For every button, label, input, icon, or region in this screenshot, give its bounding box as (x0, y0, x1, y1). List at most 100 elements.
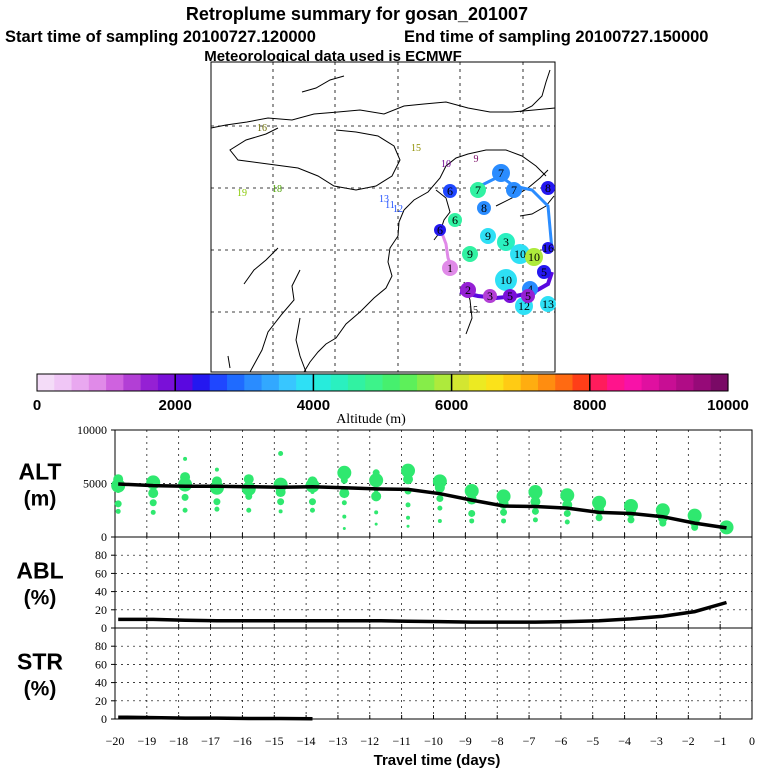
map-marker-label: 5 (541, 265, 547, 279)
altitude-point (115, 508, 121, 514)
colorbar-swatch (658, 374, 677, 391)
y-tick-label: 0 (101, 712, 107, 726)
altitude-point (469, 518, 475, 524)
map-marker-label: 9 (467, 247, 473, 261)
y-tick-label: 40 (95, 585, 107, 599)
colorbar-swatch (365, 374, 384, 391)
altitude-point (113, 474, 124, 485)
x-tick-label: −20 (106, 734, 125, 748)
map-plume-marker (510, 244, 530, 264)
map-run-label: 11 (385, 200, 395, 211)
map-plume-marker (521, 289, 535, 303)
altitude-point (182, 507, 188, 513)
x-tick-label: −10 (424, 734, 443, 748)
altitude-point (374, 510, 379, 515)
colorbar-swatch (88, 374, 107, 391)
map-plume-marker (470, 182, 486, 198)
altitude-point (496, 489, 511, 504)
colorbar-swatch (175, 374, 194, 391)
map-marker-label: 10 (500, 273, 512, 287)
x-tick-label: −6 (555, 734, 568, 748)
colorbar-swatch (607, 374, 625, 391)
x-tick-label: −19 (137, 734, 156, 748)
map-plume-marker (540, 296, 556, 312)
panel-alt: 0 5000 10000 ALT (m) (18, 423, 753, 544)
x-tick-label: −13 (329, 734, 348, 748)
str-series-line (118, 715, 313, 721)
altitude-point (627, 516, 635, 524)
map-marker-label: 10 (528, 250, 540, 264)
y-tick-label: 80 (95, 548, 107, 562)
map-run-label: 9 (474, 154, 479, 165)
altitude-point (310, 490, 315, 495)
altitude-point (592, 495, 607, 510)
colorbar-swatch (537, 374, 556, 391)
altitude-point (150, 509, 156, 515)
altitude-point (595, 514, 603, 522)
colorbar-swatch (434, 374, 453, 391)
altitude-point (277, 498, 285, 506)
altitude-point (339, 488, 350, 499)
map-marker-label: 7 (475, 183, 481, 197)
x-tick-label: 0 (749, 734, 755, 748)
colorbar-swatch (123, 374, 142, 391)
altitude-point (341, 500, 347, 506)
altitude-point (149, 499, 157, 507)
altitude-point (434, 482, 445, 493)
colorbar-swatch (278, 374, 297, 391)
altitude-point (214, 467, 219, 472)
panel-ylabel: ABL (16, 558, 63, 584)
x-tick-label: −2 (682, 734, 695, 748)
altitude-point (307, 476, 318, 487)
colorbar-swatch (37, 374, 55, 391)
x-tick-label: −17 (201, 734, 220, 748)
x-axis-title: Travel time (days) (374, 752, 501, 768)
panel-ylabel-unit: (%) (24, 587, 57, 610)
altitude-point (655, 503, 670, 518)
colorbar-swatch (589, 374, 608, 391)
x-tick-label: −15 (265, 734, 284, 748)
map-marker-label: 3 (503, 235, 509, 249)
colorbar-swatch (313, 374, 332, 391)
altitude-point (406, 515, 411, 520)
map-marker-label: 8 (545, 181, 551, 195)
map-plume-marker (434, 224, 446, 236)
altitude-point (501, 518, 507, 524)
map-plume-marker (477, 201, 491, 215)
y-tick-label: 60 (95, 657, 107, 671)
abl-series-line (118, 600, 727, 624)
colorbar-title: Altitude (m) (336, 412, 406, 427)
altitude-point (278, 451, 284, 457)
map-plume-marker (492, 164, 510, 182)
altitude-point (564, 519, 570, 525)
x-tick-label: −11 (392, 734, 410, 748)
map-plume-marker (503, 289, 517, 303)
panel-ylabel: ALT (18, 459, 61, 485)
colorbar-frame (36, 373, 729, 392)
met-data-label: Meteorological data used is ECMWF (204, 48, 462, 65)
map-marker-label: 9 (485, 229, 491, 243)
map-marker-label: 7 (498, 166, 504, 180)
colorbar-swatch (486, 374, 505, 391)
time-series-panels: 0 5000 10000 ALT (m) 0 20 40 60 80 ABL (%) 0 20 40 60 80… (16, 423, 755, 748)
panel-abl: 0 20 40 60 80 ABL (%) (16, 536, 753, 635)
altitude-point (406, 524, 410, 528)
panel-ylabel: STR (17, 649, 63, 675)
map-plume-marker (495, 269, 517, 291)
altitude-point (340, 476, 348, 484)
map-run-label: 15 (411, 143, 421, 154)
altitude-median-line (118, 482, 727, 530)
map-run-label: 18 (272, 184, 282, 195)
altitude-point (372, 469, 380, 477)
altitude-point (342, 514, 347, 519)
colorbar-swatch (710, 374, 729, 391)
panel-str: 0 20 40 60 80 STR (%) (17, 627, 753, 726)
altitude-point (468, 509, 476, 517)
colorbar-tick-label: 6000 (435, 397, 468, 414)
altitude-point (246, 507, 252, 513)
map-run-label: 10 (441, 159, 451, 170)
colorbar-swatch (157, 374, 176, 391)
x-tick-label: −1 (714, 734, 727, 748)
map-plume-marker (483, 289, 497, 303)
y-tick-label: 20 (95, 603, 107, 617)
